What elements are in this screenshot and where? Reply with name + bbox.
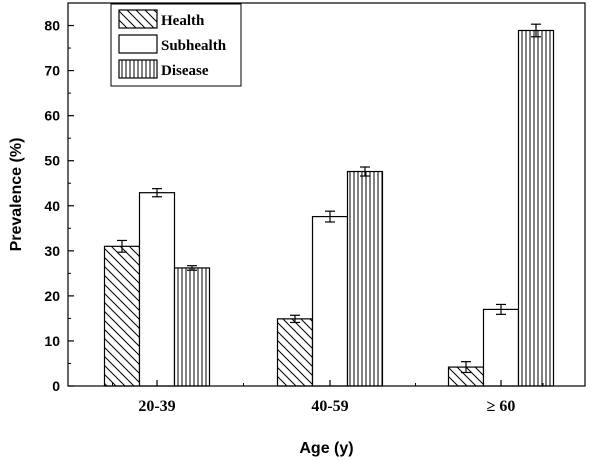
- y-tick-label: 60: [44, 108, 60, 124]
- error-bars-layer: [117, 23, 541, 374]
- legend-label-disease: Disease: [161, 63, 209, 79]
- x-tick-label: ≥ 60: [487, 398, 516, 415]
- bar-disease-1: [346, 170, 384, 387]
- y-tick-label: 70: [44, 63, 60, 79]
- bar-disease-0: [173, 267, 211, 387]
- error-bar: [325, 210, 335, 223]
- y-tick-label: 10: [44, 333, 60, 349]
- y-tick-label: 50: [44, 153, 60, 169]
- y-tick-label: 30: [44, 243, 60, 259]
- bar-subhealth-0: [138, 192, 176, 387]
- x-axis-title: Age (y): [299, 440, 353, 457]
- x-tick-label: 40-59: [311, 398, 348, 415]
- error-bar: [531, 23, 541, 38]
- y-axis-title: Prevalence (%): [8, 138, 25, 252]
- y-tick-label: 40: [44, 198, 60, 214]
- error-bar: [496, 303, 506, 315]
- plot-frame: [67, 2, 586, 387]
- legend-swatch-subhealth: [118, 34, 158, 54]
- legend-swatch-health: [118, 9, 158, 29]
- legend: Health Subhealth Disease: [110, 3, 242, 87]
- y-tick-label: 20: [44, 288, 60, 304]
- error-bar: [117, 239, 127, 253]
- y-tick-label: 80: [44, 18, 60, 34]
- error-bar: [152, 188, 162, 198]
- error-bar: [360, 166, 370, 177]
- x-tick-label: 20-39: [138, 398, 175, 415]
- bar-disease-2: [517, 29, 555, 387]
- legend-label-subhealth: Subhealth: [161, 38, 227, 54]
- bar-health-0: [103, 245, 141, 387]
- y-tick-label: 0: [52, 378, 60, 394]
- error-bar: [187, 265, 197, 271]
- y-ticks: 0 10 20 30 40 50 60 70 80: [44, 18, 74, 394]
- bar-subhealth-1: [311, 215, 349, 387]
- axes-layer: [67, 2, 586, 387]
- bar-subhealth-2: [482, 308, 520, 387]
- x-ticks: 20-39 40-59 ≥ 60: [112, 380, 544, 415]
- legend-label-health: Health: [161, 13, 205, 29]
- error-bar: [461, 361, 471, 374]
- error-bar: [290, 314, 300, 324]
- bar-health-1: [276, 318, 314, 387]
- legend-swatch-disease: [118, 59, 158, 79]
